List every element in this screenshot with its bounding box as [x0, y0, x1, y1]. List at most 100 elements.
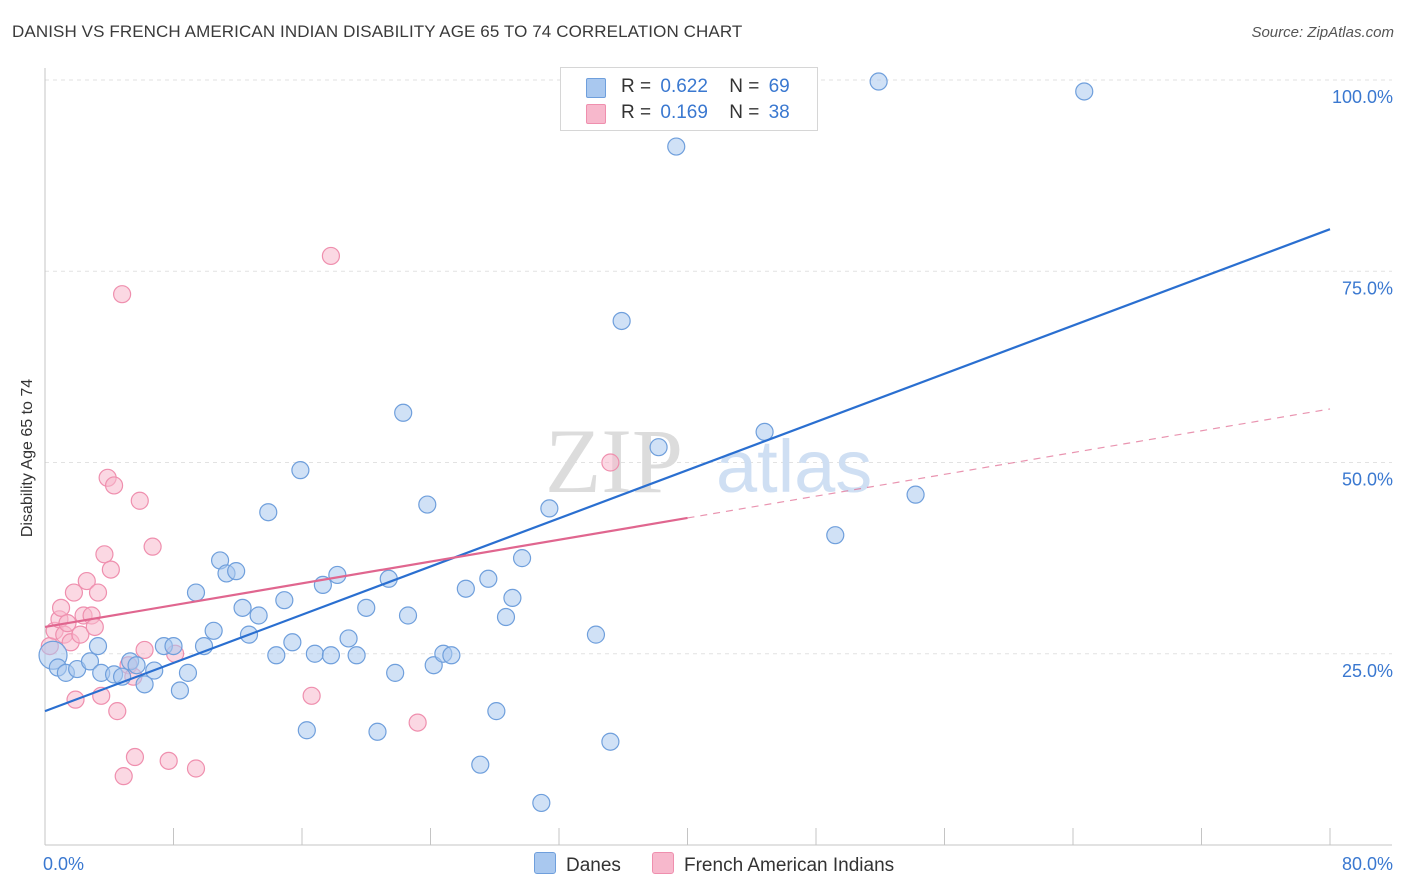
n-label: N =: [729, 102, 760, 123]
danes-point: [249, 606, 268, 625]
r-value-french: 0.169: [660, 102, 708, 123]
danes-point: [347, 646, 366, 665]
danes-point: [339, 629, 358, 648]
legend-item-danes[interactable]: Danes: [534, 852, 621, 877]
danes-point: [906, 485, 925, 504]
danes-point: [532, 793, 551, 813]
french-point: [143, 537, 162, 556]
legend-swatch-french: [586, 104, 606, 124]
danes-point: [291, 461, 310, 480]
y-tick-label: 50.0%: [1342, 470, 1393, 490]
r-label: R =: [621, 76, 652, 97]
y-tick-label: 25.0%: [1342, 661, 1393, 681]
danes-point: [328, 565, 347, 585]
french-point: [135, 640, 154, 660]
danes-point: [164, 636, 183, 656]
danes-points: [38, 72, 1094, 813]
grid-lines: [45, 79, 1392, 655]
french-point: [88, 583, 108, 602]
zipatlas-watermark: ZIP atlas: [545, 410, 872, 512]
french-point: [159, 751, 178, 770]
french-point: [77, 571, 96, 591]
french-point: [85, 617, 104, 637]
y-tick-label: 75.0%: [1342, 278, 1393, 298]
danes-point: [275, 591, 294, 610]
french-point: [108, 702, 127, 721]
french-point: [51, 598, 71, 617]
danes-point: [135, 675, 154, 694]
danes-point: [826, 526, 845, 545]
danes-trend-line: [44, 228, 1331, 713]
watermark-atlas: atlas: [716, 425, 872, 508]
danes-point: [186, 583, 206, 602]
danes-point: [398, 606, 418, 625]
danes-point: [80, 652, 100, 671]
danes-point: [442, 646, 461, 665]
danes-point: [321, 646, 341, 665]
danes-point: [612, 311, 631, 331]
r-label: R =: [621, 102, 652, 123]
french-point: [112, 285, 132, 304]
danes-point: [456, 579, 475, 598]
danes-point: [357, 598, 376, 617]
french-american-indians-points: [40, 246, 620, 786]
source-credit: Source: ZipAtlas.com: [1251, 24, 1394, 41]
french-point: [125, 747, 145, 767]
x-tick-labels: 0.0% 80.0%: [43, 854, 1393, 874]
danes-point: [540, 499, 559, 518]
danes-point: [233, 598, 252, 617]
y-tick-labels: 25.0% 50.0% 75.0% 100.0%: [1332, 87, 1393, 681]
danes-point: [178, 663, 198, 682]
french-point: [104, 476, 124, 495]
danes-point: [227, 562, 246, 581]
danes-point: [170, 681, 190, 700]
y-tick-label: 100.0%: [1332, 87, 1393, 107]
legend-item-french[interactable]: French American Indians: [652, 852, 894, 877]
french-point: [130, 491, 149, 510]
axes: [44, 68, 1392, 846]
correlation-legend: R = 0.622 N = 69 R = 0.169 N = 38: [560, 67, 818, 131]
danes-point: [601, 732, 620, 751]
chart-title: DANISH VS FRENCH AMERICAN INDIAN DISABIL…: [12, 22, 743, 41]
french-point: [186, 759, 206, 778]
legend-label-french: French American Indians: [684, 855, 895, 876]
legend-label-danes: Danes: [566, 855, 621, 876]
french-point: [64, 583, 84, 602]
danes-point: [586, 625, 606, 644]
danes-point: [471, 755, 490, 774]
danes-point: [503, 588, 522, 608]
r-value-danes: 0.622: [660, 76, 708, 97]
danes-point: [869, 72, 888, 91]
french-trend-line-dashed: [687, 408, 1331, 519]
trend-lines: [44, 228, 1331, 713]
french-point: [601, 453, 620, 472]
french-point: [321, 246, 341, 266]
french-point: [302, 686, 321, 705]
danes-point: [479, 569, 498, 588]
danes-point: [305, 644, 324, 663]
danes-point: [418, 495, 437, 514]
french-point: [114, 767, 133, 786]
danes-point: [512, 549, 532, 568]
french-trend-line-solid: [44, 516, 688, 629]
french-point: [71, 625, 90, 644]
french-point: [101, 560, 120, 579]
danes-point: [1075, 82, 1094, 101]
danes-point: [649, 438, 668, 457]
danes-point: [204, 621, 223, 640]
x-tick-label-max: 80.0%: [1342, 854, 1393, 874]
danes-point: [267, 646, 286, 665]
legend-swatch-french: [652, 852, 674, 874]
french-point: [95, 545, 114, 564]
legend-swatch-danes: [534, 852, 556, 874]
n-value-danes: 69: [768, 76, 790, 97]
danes-point: [259, 503, 278, 522]
n-label: N =: [729, 76, 760, 97]
danes-point: [297, 721, 316, 740]
legend-swatch-danes: [586, 78, 606, 98]
danes-point: [283, 633, 302, 652]
series-legend: Danes French American Indians: [0, 852, 1406, 878]
danes-point: [496, 607, 516, 627]
danes-point: [667, 137, 686, 156]
